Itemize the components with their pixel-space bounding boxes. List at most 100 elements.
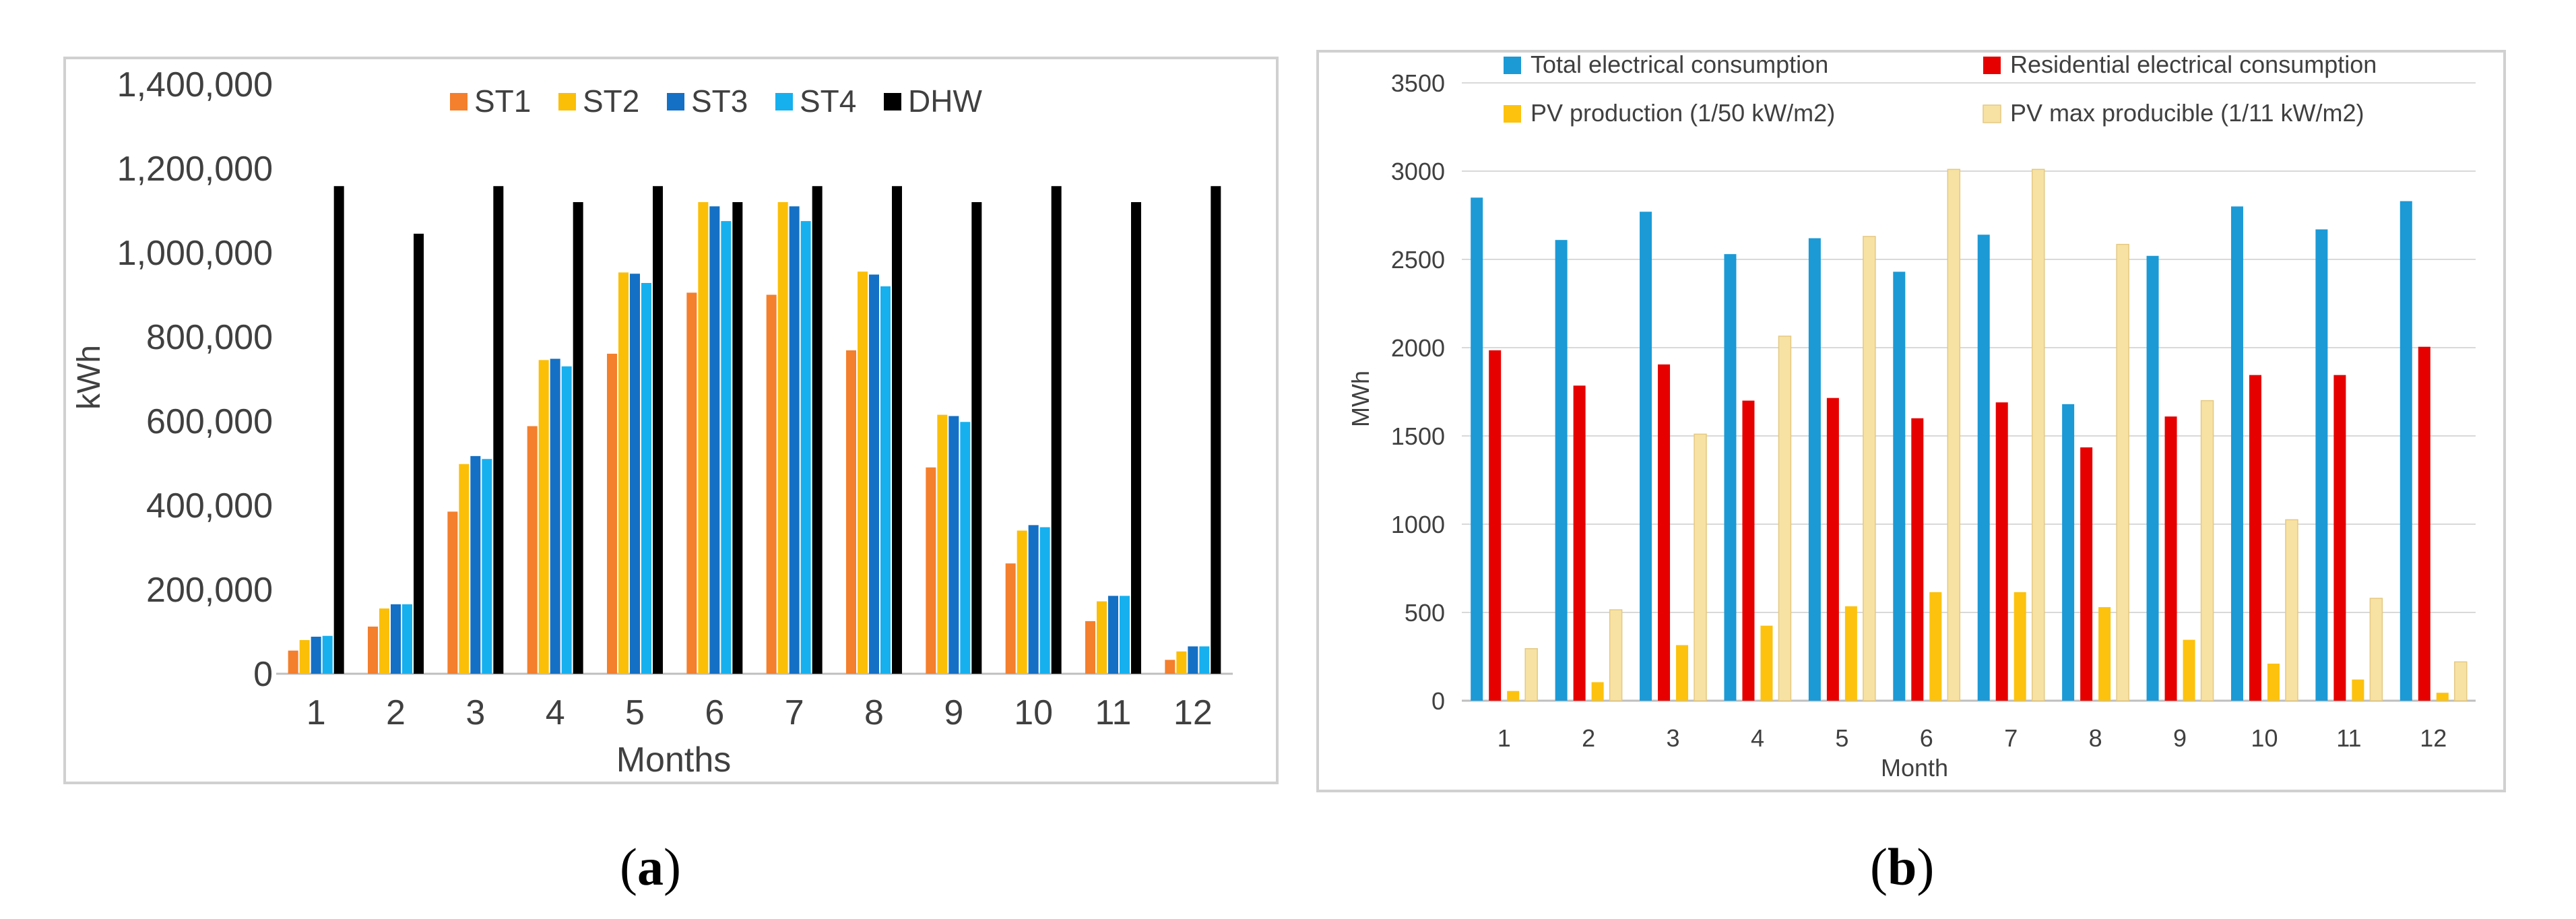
chart-b-bar-s3-m11 [2352,679,2364,701]
chart-b-xlabel: Month [1881,754,1948,782]
chart-a-xtick-label: 6 [705,693,724,732]
chart-a-bar-dhw-m3 [493,186,504,674]
chart-a-bar-st3-m4 [550,358,560,674]
chart-b-bar-s2-m12 [2418,346,2430,701]
chart-b-legend-swatch [1504,105,1521,123]
chart-b-xtick-label: 3 [1667,724,1680,752]
chart-b-bar-s2-m4 [1742,400,1755,701]
chart-a-bar-st4-m10 [1039,527,1050,674]
chart-a-bar-st3-m1 [311,637,321,674]
chart-b-bar-s1-m4 [1724,254,1737,701]
chart-b-ytick-label: 1500 [1391,422,1445,450]
chart-b-bar-s1-m8 [2062,404,2075,701]
chart-b-ytick-label: 3000 [1391,158,1445,185]
chart-b-xtick-label: 10 [2251,724,2278,752]
chart-a-bar-st1-m11 [1085,621,1095,674]
chart-b-ytick-label: 3500 [1391,69,1445,97]
chart-b-xtick-label: 1 [1498,724,1511,752]
chart-a-bar-st4-m5 [641,283,651,674]
chart-b-bar-s2-m7 [1995,402,2008,701]
chart-a-xtick-label: 11 [1095,693,1132,732]
chart-b-frame [1316,50,2506,792]
chart-b-bar-s2-m10 [2249,375,2261,701]
chart-a-bar-dhw-m7 [812,186,823,674]
chart-b-bar-s4-m7 [2031,168,2045,701]
chart-a-bar-st4-m11 [1120,596,1130,674]
chart-a-ytick-label: 200,000 [146,571,273,610]
chart-b-bar-s3-m4 [1760,625,1773,701]
chart-b-bar-s2-m3 [1658,364,1671,701]
chart-a-bar-st1-m8 [846,350,856,674]
chart-a-xtick-label: 7 [785,693,804,732]
chart-a-bar-st2-m7 [777,202,788,674]
chart-a-xtick-label: 8 [864,693,884,732]
chart-b-legend: Total electrical consumption Residential … [1504,51,2377,127]
chart-b-bar-s3-m1 [1507,691,1520,701]
chart-a-bar-st3-m5 [630,274,640,674]
chart-b-bar-s1-m10 [2230,206,2243,701]
chart-a-bar-dhw-m10 [1051,186,1062,674]
chart-a-legend-swatch [558,93,576,110]
chart-b-ytick-label: 0 [1431,687,1445,715]
chart-b-bar-s2-m1 [1489,350,1502,701]
chart-a-bar-st4-m9 [960,422,971,674]
chart-a-bar-st1-m12 [1165,660,1176,674]
chart-a-bar-st2-m4 [538,360,549,674]
chart-a-xtick-label: 12 [1173,693,1213,732]
chart-b-bar-s3-m12 [2436,693,2449,701]
caption-a: (a) [620,837,681,896]
chart-b-bar-s4-m11 [2369,598,2383,701]
chart-a-legend-swatch [450,93,468,110]
chart-a-bar-st3-m7 [789,206,800,674]
chart-a-ytick-label: 600,000 [146,402,273,441]
chart-b-bar-s4-m9 [2200,400,2214,701]
chart-a-bar-st1-m2 [368,627,378,674]
chart-b-xtick-label: 6 [1920,724,1933,752]
chart-a-bar-dhw-m5 [653,186,663,674]
chart-a-legend-label: ST1 [474,84,531,119]
chart-b-xtick-label: 12 [2420,724,2447,752]
chart-a-bar-dhw-m12 [1211,186,1221,674]
chart-b-bar-s1-m12 [2400,201,2412,701]
chart-a-bar-st4-m3 [482,459,492,674]
chart-a-bar-st3-m2 [391,604,401,674]
chart-b-bar-s4-m2 [1609,609,1623,701]
chart-a-axes: 0 200,000 400,000 600,000 800,000 1,000,000 1,… [117,65,1233,732]
chart-a-legend-swatch [884,93,901,110]
chart-b-bar-s2-m8 [2080,447,2093,701]
chart-b-bar-s1-m9 [2146,255,2159,701]
chart-b-legend-swatch [1504,57,1521,74]
chart-b-xtick-label: 8 [2089,724,2102,752]
chart-b-legend-swatch [1983,104,2001,123]
chart-a-legend-label: ST3 [691,84,748,119]
chart-a-bar-st4-m6 [721,221,732,674]
chart-b-bar-s3-m7 [2014,592,2026,701]
chart-a-bar-st2-m8 [858,272,868,674]
chart-a-ytick-label: 1,400,000 [117,65,273,104]
chart-a-bar-st3-m3 [470,455,481,674]
chart-b-bar-s4-m6 [1947,168,1961,701]
chart-a-bars [288,186,1221,674]
chart-a-legend-swatch [667,93,684,110]
chart-a-bar-st3-m11 [1108,596,1118,674]
chart-b-bar-s4-m3 [1694,433,1707,701]
chart-b-legend-label: PV production (1/50 kW/m2) [1531,99,1835,127]
chart-a-bar-st1-m1 [288,650,298,674]
chart-a-ylabel: kWh [71,345,107,410]
chart-a-xtick-label: 4 [546,693,565,732]
chart-b-bar-s3-m2 [1591,682,1604,701]
chart-b-bar-s4-m8 [2116,243,2129,701]
chart-a-xtick-label: 2 [386,693,406,732]
chart-a-bar-st1-m3 [447,511,458,674]
chart-b-bar-s1-m2 [1555,240,1568,701]
chart-b-ytick-label: 2000 [1391,334,1445,362]
chart-a-bar-st2-m1 [299,640,310,674]
chart-b-bar-s4-m4 [1778,336,1792,701]
chart-a-bar-st1-m10 [1005,563,1016,674]
chart-a-xlabel: Months [616,740,732,780]
caption-b: (b) [1870,837,1935,896]
chart-a-bar-st1-m9 [926,467,936,674]
